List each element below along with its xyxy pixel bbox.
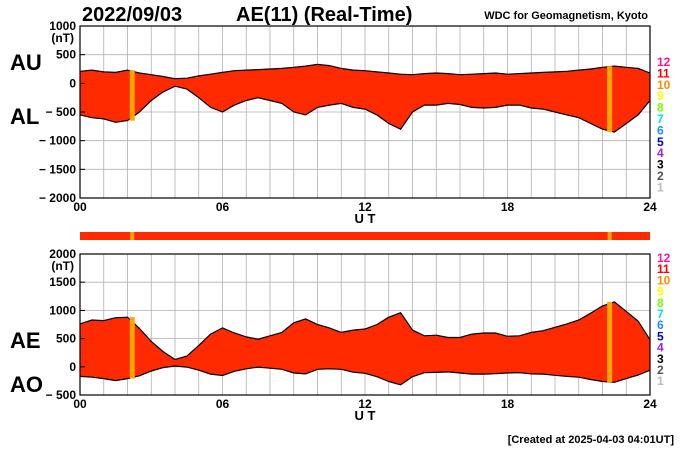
x-tick-label: 12 — [358, 397, 372, 411]
y-tick-label: − 2000 — [39, 191, 76, 205]
legend-level-1: 1 — [657, 374, 664, 388]
data-gap-marker — [607, 66, 613, 133]
organization-label: WDC for Geomagnetism, Kyoto — [484, 10, 648, 22]
legend-level-10: 10 — [657, 273, 671, 287]
y-unit-label: (nT) — [51, 31, 74, 45]
ae-side-label: AE — [10, 328, 41, 353]
legend-level-7: 7 — [657, 307, 664, 321]
legend-level-9: 9 — [657, 89, 664, 103]
legend-level-3: 3 — [657, 352, 664, 366]
y-tick-label: 1500 — [49, 275, 76, 289]
series-line-al — [79, 85, 651, 133]
legend-level-12: 12 — [657, 55, 671, 69]
legend-level-12: 12 — [657, 251, 671, 265]
y-tick-label: − 500 — [46, 105, 77, 119]
created-timestamp: [Created at 2025-04-03 04:01UT] — [507, 434, 674, 446]
series-area-0 — [80, 64, 650, 133]
x-tick-label: 00 — [73, 200, 87, 214]
legend-level-11: 11 — [657, 66, 670, 80]
legend-level-8: 8 — [657, 101, 664, 115]
x-tick-label: 06 — [216, 397, 230, 411]
x-tick-label: 24 — [643, 200, 657, 214]
x-tick-label: 18 — [501, 397, 515, 411]
x-tick-label: 12 — [358, 200, 372, 214]
y-tick-label: 2000 — [49, 247, 76, 261]
y-tick-label: − 500 — [46, 388, 77, 402]
legend-level-11: 11 — [657, 262, 670, 276]
ao-side-label: AO — [10, 372, 43, 397]
legend-level-4: 4 — [657, 341, 664, 355]
legend-level-2: 2 — [657, 169, 664, 183]
y-tick-label: − 1500 — [39, 162, 76, 176]
x-tick-label: 24 — [643, 397, 657, 411]
y-tick-label: 1000 — [49, 303, 76, 317]
y-tick-label: − 1000 — [39, 134, 76, 148]
x-tick-label: 18 — [501, 200, 515, 214]
legend-level-9: 9 — [657, 285, 664, 299]
chart-title: AE(11) (Real-Time) — [236, 4, 413, 26]
series-line-au — [79, 63, 651, 80]
legend-level-8: 8 — [657, 296, 664, 310]
legend-level-2: 2 — [657, 363, 664, 377]
au-side-label: AU — [10, 50, 42, 75]
legend-level-3: 3 — [657, 158, 664, 172]
series-line-ae — [79, 301, 651, 361]
legend-level-5: 5 — [657, 135, 664, 149]
legend-level-7: 7 — [657, 112, 664, 126]
legend-level-6: 6 — [657, 123, 664, 137]
legend-level-4: 4 — [657, 146, 664, 160]
date-label: 2022/09/03 — [82, 4, 183, 26]
y-tick-label: 0 — [69, 76, 76, 90]
data-gap-marker — [607, 301, 613, 383]
legend-level-10: 10 — [657, 78, 671, 92]
x-axis-label: U T — [355, 211, 376, 226]
y-tick-label: 500 — [56, 48, 76, 62]
x-tick-label: 06 — [216, 200, 230, 214]
y-tick-label: 0 — [69, 360, 76, 374]
y-tick-label: 1000 — [49, 19, 76, 33]
plot-frame-1 — [79, 253, 651, 396]
station-coverage-bar — [80, 232, 650, 240]
legend-level-6: 6 — [657, 318, 664, 332]
series-line-ao — [79, 365, 651, 386]
coverage-gap-marker — [130, 232, 135, 240]
data-gap-marker — [129, 70, 135, 121]
al-side-label: AL — [10, 104, 40, 129]
series-area-1 — [80, 301, 650, 385]
x-axis-label: U T — [355, 408, 376, 423]
x-tick-label: 00 — [73, 397, 87, 411]
data-gap-marker — [129, 317, 135, 379]
legend-level-1: 1 — [657, 180, 664, 194]
y-tick-label: 500 — [56, 332, 76, 346]
coverage-gap-marker — [607, 232, 612, 240]
legend-level-5: 5 — [657, 329, 664, 343]
y-unit-label: (nT) — [51, 259, 74, 273]
